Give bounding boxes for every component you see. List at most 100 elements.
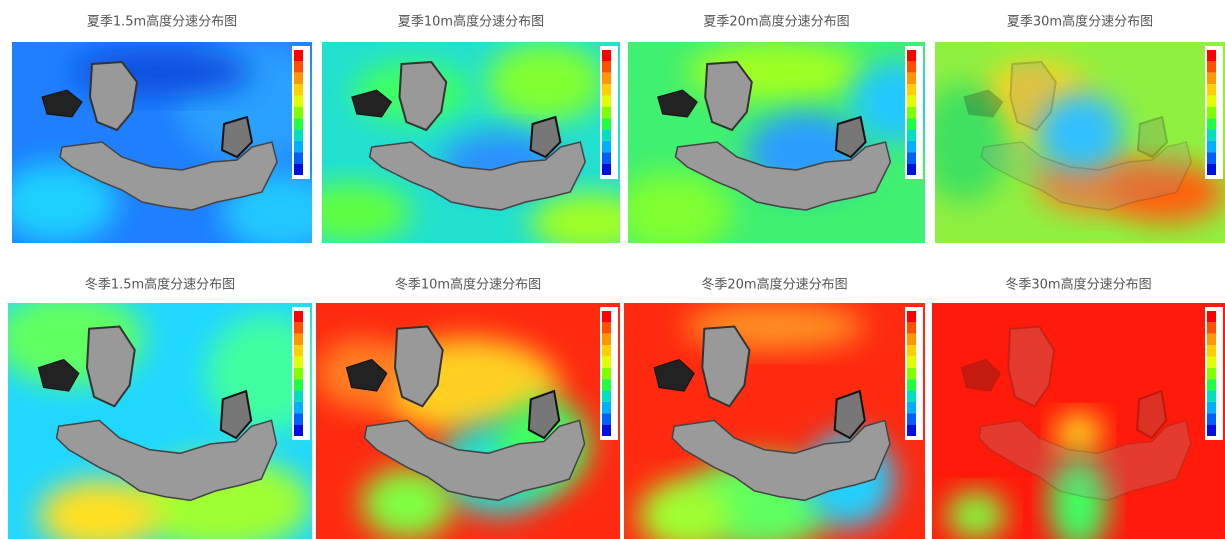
legend-swatch: [1207, 84, 1216, 95]
legend-swatch: [602, 345, 611, 356]
legend-swatch: [907, 73, 916, 84]
legend-swatch: [1207, 402, 1216, 413]
legend-swatch: [602, 141, 611, 152]
legend-swatch: [602, 425, 611, 436]
legend-swatch: [1207, 118, 1216, 129]
legend-swatch: [294, 107, 303, 118]
speed-zone: [1055, 414, 1102, 452]
legend-swatch: [1207, 73, 1216, 84]
legend-swatch: [1207, 130, 1216, 141]
panel-title: 夏季1.5m高度分速分布图: [87, 14, 237, 30]
panel-title: 冬季1.5m高度分速分布图: [85, 277, 235, 293]
legend-swatch: [602, 164, 611, 175]
legend: [1205, 307, 1223, 440]
legend-swatch: [294, 402, 303, 413]
legend-swatch: [1207, 61, 1216, 72]
legend-swatch: [1207, 95, 1216, 106]
legend-swatch: [1207, 379, 1216, 390]
legend: [905, 307, 923, 440]
panel-title: 夏季30m高度分速分布图: [1007, 14, 1153, 30]
legend-swatch: [1207, 152, 1216, 163]
legend-swatch: [602, 152, 611, 163]
legend-swatch: [1207, 164, 1216, 175]
legend-swatch: [907, 334, 916, 345]
legend-swatch: [602, 118, 611, 129]
legend-swatch: [907, 61, 916, 72]
wind-map: [624, 303, 925, 539]
legend-swatch: [294, 130, 303, 141]
wind-map: [932, 303, 1225, 539]
speed-zone: [613, 173, 732, 253]
legend-swatch: [907, 391, 916, 402]
legend-swatch: [907, 50, 916, 61]
speed-zone: [486, 42, 605, 122]
legend-swatch: [602, 84, 611, 95]
legend-swatch: [907, 379, 916, 390]
legend-swatch: [907, 425, 916, 436]
legend-swatch: [602, 311, 611, 322]
legend-swatch: [294, 356, 303, 367]
legend-swatch: [294, 50, 303, 61]
legend-swatch: [907, 164, 916, 175]
legend-swatch: [294, 73, 303, 84]
legend-swatch: [602, 107, 611, 118]
legend: [1205, 46, 1223, 179]
speed-zone: [947, 492, 1006, 539]
legend-swatch: [602, 73, 611, 84]
legend-swatch: [602, 402, 611, 413]
legend-swatch: [602, 379, 611, 390]
panel-title: 冬季10m高度分速分布图: [395, 277, 541, 293]
legend-swatch: [907, 345, 916, 356]
legend-swatch: [1207, 141, 1216, 152]
legend-swatch: [907, 130, 916, 141]
legend-swatch: [294, 368, 303, 379]
panel: 夏季30m高度分速分布图: [921, 14, 1225, 244]
wind-map: [0, 42, 342, 253]
legend-swatch: [294, 152, 303, 163]
legend-swatch: [294, 334, 303, 345]
legend-swatch: [907, 322, 916, 333]
panel: 夏季20m高度分速分布图: [613, 14, 940, 254]
legend: [600, 46, 618, 179]
legend-swatch: [602, 368, 611, 379]
wind-map: [292, 42, 650, 253]
legend-swatch: [907, 402, 916, 413]
legend-swatch: [294, 311, 303, 322]
legend-swatch: [907, 95, 916, 106]
legend-swatch: [907, 141, 916, 152]
legend-swatch: [294, 95, 303, 106]
panel: 夏季10m高度分速分布图: [292, 14, 650, 254]
legend: [600, 307, 618, 440]
legend-swatch: [907, 356, 916, 367]
legend-swatch: [907, 368, 916, 379]
legend-swatch: [602, 130, 611, 141]
legend-swatch: [1207, 345, 1216, 356]
wind-map: [613, 42, 940, 253]
legend-swatch: [602, 391, 611, 402]
legend-swatch: [294, 84, 303, 95]
legend-swatch: [602, 61, 611, 72]
legend-swatch: [294, 118, 303, 129]
wind-map: [316, 303, 620, 539]
legend-swatch: [1207, 413, 1216, 424]
legend-swatch: [907, 84, 916, 95]
panel: 夏季1.5m高度分速分布图: [0, 14, 342, 254]
legend-swatch: [907, 413, 916, 424]
legend-swatch: [907, 152, 916, 163]
legend-swatch: [294, 413, 303, 424]
legend-swatch: [602, 322, 611, 333]
legend-swatch: [907, 311, 916, 322]
legend-swatch: [602, 334, 611, 345]
wind-map: [0, 291, 327, 539]
panel-title: 冬季30m高度分速分布图: [1005, 277, 1151, 293]
legend-swatch: [907, 118, 916, 129]
panel: 冬季10m高度分速分布图: [316, 277, 620, 539]
wind-map: [921, 42, 1225, 243]
legend-swatch: [1207, 425, 1216, 436]
legend-swatch: [294, 391, 303, 402]
legend-swatch: [907, 107, 916, 118]
legend-swatch: [294, 425, 303, 436]
panel: 冬季20m高度分速分布图: [624, 277, 925, 539]
legend-swatch: [602, 95, 611, 106]
legend: [292, 46, 310, 179]
